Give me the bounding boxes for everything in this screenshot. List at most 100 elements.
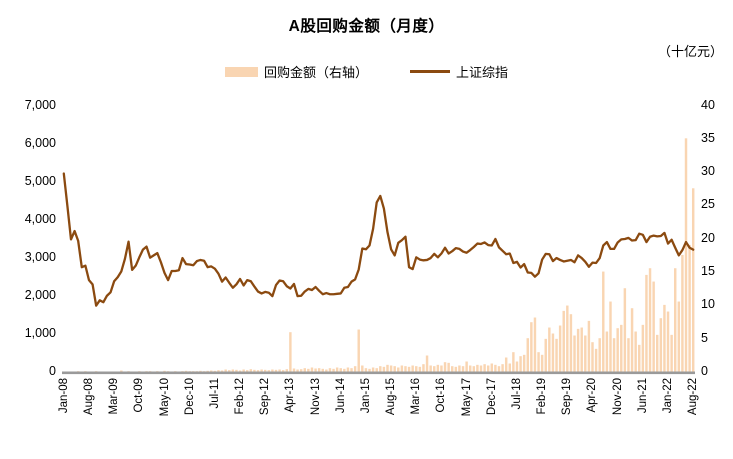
buyback-bar bbox=[519, 356, 522, 372]
x-axis-tick-label: May-10 bbox=[158, 377, 171, 416]
buyback-bar bbox=[371, 367, 375, 372]
buyback-bar bbox=[242, 369, 245, 372]
x-axis-tick-label: Jul-18 bbox=[510, 377, 523, 409]
buyback-bar bbox=[612, 338, 616, 372]
buyback-bar bbox=[246, 370, 249, 372]
shanghai-index-line-swatch bbox=[410, 69, 450, 74]
legend-item-index: 上证综指 bbox=[410, 62, 508, 81]
buyback-bar bbox=[400, 365, 404, 372]
buyback-bar bbox=[289, 332, 292, 372]
buyback-bar bbox=[404, 366, 407, 372]
buyback-bar bbox=[368, 368, 371, 372]
buyback-bar bbox=[120, 370, 123, 372]
buyback-bar bbox=[263, 369, 267, 372]
buyback-bar bbox=[418, 366, 422, 372]
buyback-bar bbox=[465, 361, 468, 372]
buyback-bar bbox=[267, 370, 271, 372]
buyback-bar bbox=[573, 335, 576, 372]
buyback-bar bbox=[199, 370, 202, 372]
buyback-bar bbox=[411, 365, 414, 372]
buyback-bar bbox=[468, 365, 472, 372]
legend-item-buyback: 回购金额（右轴） bbox=[224, 62, 368, 81]
x-axis-tick-label: Jan-08 bbox=[57, 377, 70, 413]
buyback-bar bbox=[587, 320, 591, 372]
x-axis-tick-label: Oct-16 bbox=[435, 377, 448, 413]
buyback-bar bbox=[353, 366, 357, 372]
buyback-bar bbox=[522, 354, 526, 372]
buyback-bar bbox=[292, 368, 296, 372]
buyback-bar bbox=[494, 364, 497, 372]
x-axis-tick-label: Sep-19 bbox=[561, 377, 574, 415]
buyback-bar bbox=[537, 352, 540, 372]
buyback-bar bbox=[681, 254, 684, 372]
buyback-bar bbox=[677, 301, 681, 372]
x-axis-tick-label: Oct-09 bbox=[133, 377, 146, 413]
buyback-bar bbox=[605, 331, 609, 372]
x-axis-tick-label: Mar-09 bbox=[108, 377, 121, 414]
buyback-bar bbox=[634, 331, 637, 372]
buyback-bar bbox=[616, 328, 619, 372]
buyback-bar bbox=[454, 366, 458, 372]
buyback-bar bbox=[249, 369, 253, 372]
buyback-bar bbox=[281, 370, 285, 372]
buyback-bar bbox=[530, 322, 533, 372]
x-axis-tick-label: Dec-17 bbox=[485, 377, 498, 415]
x-axis-tick-label: Aug-15 bbox=[385, 377, 398, 415]
buyback-bar bbox=[544, 338, 547, 372]
buyback-bar bbox=[231, 369, 235, 372]
buyback-bar bbox=[569, 314, 573, 372]
left-axis-tick-label: 3,000 bbox=[24, 249, 56, 264]
buyback-bar bbox=[688, 244, 691, 372]
buyback-bar bbox=[551, 333, 555, 372]
buyback-bar bbox=[213, 370, 217, 372]
buyback-bar bbox=[429, 365, 432, 372]
x-axis-tick-label: Jun-14 bbox=[334, 377, 347, 413]
buyback-bar bbox=[479, 365, 483, 372]
right-axis-unit-label: （十亿元） bbox=[657, 44, 723, 59]
x-axis-tick-label: Sep-12 bbox=[259, 377, 272, 415]
buyback-bar bbox=[163, 370, 166, 372]
buyback-bar bbox=[598, 338, 601, 372]
buyback-bar bbox=[584, 335, 587, 372]
buyback-bar bbox=[580, 327, 583, 372]
buyback-bar bbox=[558, 325, 562, 372]
x-axis-tick-label: Jan-22 bbox=[662, 377, 675, 413]
shanghai-composite-line bbox=[62, 172, 695, 307]
right-axis-tick-label: 10 bbox=[701, 297, 715, 312]
right-axis-tick-label: 25 bbox=[701, 197, 715, 212]
buyback-bar bbox=[515, 361, 519, 372]
right-axis-tick-label: 40 bbox=[701, 97, 715, 112]
buyback-bar bbox=[443, 362, 447, 372]
buyback-bar bbox=[548, 327, 551, 372]
buyback-bar bbox=[684, 138, 688, 372]
buyback-bar bbox=[346, 367, 350, 372]
right-axis-tick-label: 5 bbox=[701, 330, 708, 345]
right-axis-tick-label: 30 bbox=[701, 164, 715, 179]
buyback-bar bbox=[691, 188, 695, 372]
buyback-bar bbox=[238, 370, 242, 372]
buyback-bar bbox=[458, 365, 461, 372]
buyback-bar bbox=[382, 366, 386, 372]
buyback-bar bbox=[602, 271, 605, 372]
buyback-bar bbox=[296, 369, 299, 372]
buyback-bar bbox=[339, 368, 342, 372]
buyback-bar bbox=[256, 370, 260, 372]
buyback-bar bbox=[461, 366, 465, 372]
buyback-bar bbox=[379, 366, 382, 372]
buyback-bar bbox=[497, 366, 501, 372]
x-axis-tick-label: Aug-22 bbox=[687, 377, 700, 415]
x-axis-tick-label: Nov-13 bbox=[309, 377, 322, 415]
x-axis-tick-label: Feb-19 bbox=[536, 377, 549, 414]
left-axis-tick-label: 4,000 bbox=[24, 211, 56, 226]
right-axis-tick-label: 20 bbox=[701, 230, 715, 245]
x-axis-tick-label: Apr-20 bbox=[586, 377, 599, 413]
x-axis-tick-label: Jul-11 bbox=[208, 377, 221, 408]
buyback-bar bbox=[389, 365, 393, 372]
buyback-bar bbox=[375, 368, 378, 372]
buyback-bar bbox=[594, 348, 598, 372]
buyback-bar bbox=[472, 366, 476, 372]
buyback-bar bbox=[490, 363, 494, 372]
x-axis-tick-label: Nov-20 bbox=[611, 377, 624, 415]
right-axis-tick-label: 15 bbox=[701, 264, 715, 279]
